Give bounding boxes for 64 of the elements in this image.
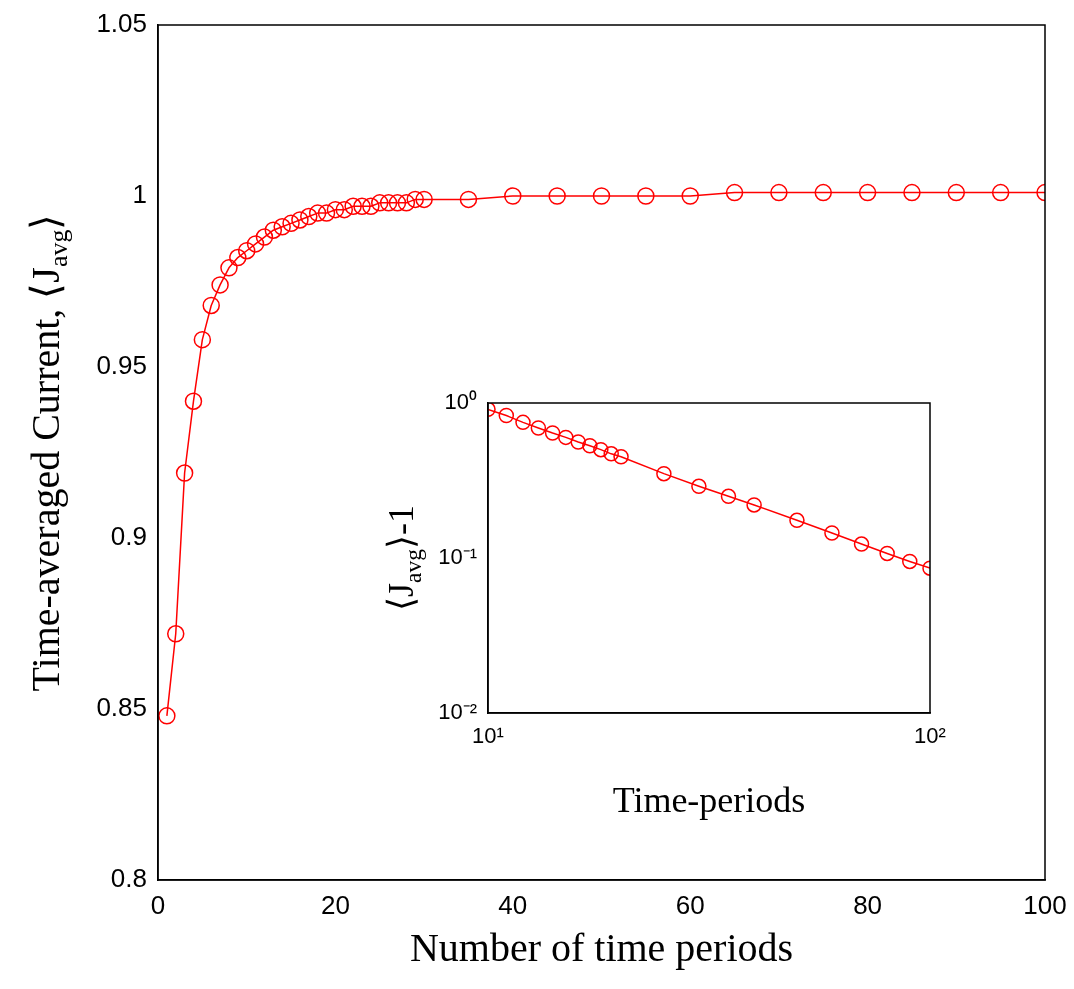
x-tick-label: 60 xyxy=(675,889,705,920)
y-axis-title: Time-averaged Current, ⟨Javg⟩ xyxy=(22,213,73,692)
point xyxy=(459,190,478,209)
point xyxy=(317,204,336,222)
point xyxy=(770,183,788,202)
point xyxy=(229,248,247,267)
point xyxy=(184,392,203,410)
point xyxy=(362,197,380,216)
point xyxy=(282,214,300,233)
point xyxy=(211,276,229,294)
point xyxy=(273,218,291,236)
point xyxy=(681,187,699,205)
point xyxy=(308,204,327,222)
point xyxy=(415,190,433,209)
y-tick-label: 0.9 xyxy=(110,521,147,552)
point xyxy=(220,259,238,277)
point xyxy=(326,200,345,219)
x-tick-label: 0 xyxy=(150,889,166,920)
point xyxy=(300,207,318,226)
y-axis-title: ⟨Javg⟩-1 xyxy=(381,505,426,611)
point xyxy=(255,228,274,246)
point xyxy=(548,187,566,205)
point xyxy=(388,194,407,212)
point xyxy=(991,183,1010,202)
point xyxy=(947,183,966,202)
point xyxy=(291,211,309,229)
point xyxy=(237,241,256,260)
y-tick-label: 1.05 xyxy=(96,8,147,39)
x-tick-label: 20 xyxy=(320,889,350,920)
point xyxy=(158,707,176,725)
x-axis-title: Number of time periods xyxy=(409,924,794,970)
x-tick-label: 80 xyxy=(853,889,883,920)
point xyxy=(903,183,921,202)
point xyxy=(335,200,354,219)
y-tick-label: 10⁻² xyxy=(438,699,477,725)
x-tick-label: 10² xyxy=(914,723,946,749)
point xyxy=(193,330,212,349)
point xyxy=(344,197,362,216)
point xyxy=(858,183,877,202)
point xyxy=(166,625,185,643)
point xyxy=(814,183,832,202)
point xyxy=(637,187,655,205)
point xyxy=(353,197,371,216)
point xyxy=(202,296,220,315)
point xyxy=(592,187,611,205)
y-tick-label: 10⁰ xyxy=(444,389,477,415)
point xyxy=(175,464,194,482)
y-tick-label: 0.95 xyxy=(96,350,147,381)
x-tick-label: 40 xyxy=(498,889,528,920)
y-tick-label: 0.85 xyxy=(96,692,147,723)
y-tick-label: 1 xyxy=(132,179,147,210)
x-tick-label: 100 xyxy=(1023,889,1067,920)
point xyxy=(379,194,398,212)
point xyxy=(504,187,522,205)
y-tick-label: 10⁻¹ xyxy=(438,544,477,570)
x-axis-title: Time-periods xyxy=(612,780,806,821)
point xyxy=(397,194,416,212)
point xyxy=(264,221,283,239)
point xyxy=(371,194,389,212)
x-tick-label: 10¹ xyxy=(472,723,504,749)
point xyxy=(246,235,265,253)
y-tick-label: 0.8 xyxy=(110,863,147,894)
point xyxy=(725,183,744,202)
point xyxy=(406,190,424,209)
